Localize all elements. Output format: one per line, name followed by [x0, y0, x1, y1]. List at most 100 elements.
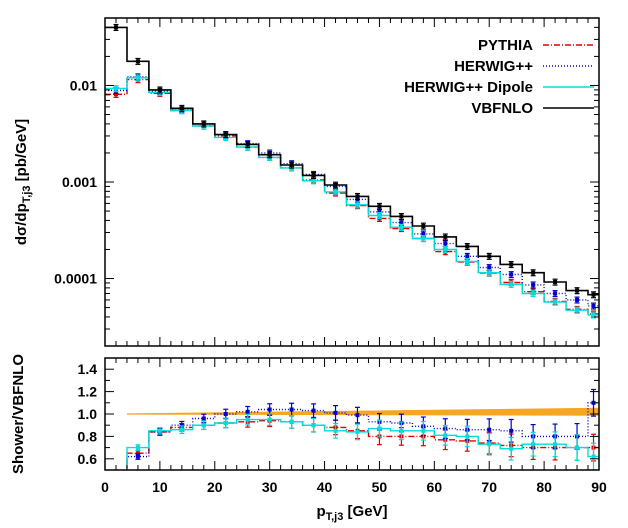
- main-point-vbfnlo: [442, 233, 448, 241]
- main-point-vbfnlo: [333, 181, 339, 189]
- main-y-axis-label-main: dσ/dp: [13, 203, 30, 245]
- main-point-vbfnlo: [201, 120, 207, 128]
- main-y-axis-label-subscript: T,j3: [21, 186, 33, 204]
- ratio-y-tick-label: 0.6: [78, 451, 98, 467]
- x-tick-label: 10: [152, 479, 168, 495]
- ratio-point-herwig-dipole: [157, 426, 163, 435]
- ratio-point-herwig: [591, 388, 597, 417]
- main-y-axis-label-unit: [pb/GeV]: [13, 119, 30, 186]
- main-point-vbfnlo: [486, 252, 492, 260]
- x-tick-label: 70: [481, 479, 497, 495]
- ratio-point-pythia: [113, 473, 118, 477]
- ratio-point-herwig-dipole: [486, 432, 492, 456]
- ratio-uncertainty-band: [126, 407, 599, 416]
- ratio-band-shape: [126, 407, 599, 416]
- main-point-herwig-dipole: [376, 212, 382, 220]
- ratio-point-herwig-dipole: [113, 473, 118, 477]
- main-point-herwig-dipole: [486, 269, 492, 277]
- main-point-herwig: [552, 290, 558, 298]
- ratio-point-herwig-dipole: [376, 419, 382, 438]
- legend-label-herwig-dipole: HERWIG++ Dipole: [404, 79, 533, 96]
- ratio-point-herwig-dipole: [311, 417, 317, 433]
- x-tick-label: 20: [207, 479, 223, 495]
- ratio-y-tick-label: 1.4: [78, 361, 98, 377]
- main-point-vbfnlo: [135, 57, 141, 65]
- ratio-point-herwig: [333, 405, 339, 421]
- main-point-herwig-dipole: [464, 258, 470, 266]
- legend-label-herwig: HERWIG++: [454, 58, 533, 75]
- legend-label-vbfnlo: VBFNLO: [471, 100, 533, 117]
- main-point-vbfnlo: [508, 260, 514, 269]
- ratio-y-tick-label: 0.8: [78, 428, 98, 444]
- ratio-point-herwig-dipole: [267, 413, 273, 426]
- legend: PYTHIA HERWIG++ HERWIG++ Dipole VBFNLO: [404, 37, 594, 117]
- main-point-vbfnlo: [354, 192, 360, 201]
- ratio-point-herwig-dipole: [552, 431, 558, 458]
- main-point-vbfnlo: [591, 291, 597, 299]
- main-point-herwig-dipole: [574, 306, 580, 314]
- main-point-herwig-dipole: [591, 311, 597, 319]
- x-tick-label: 80: [536, 479, 552, 495]
- x-tick-label: 40: [317, 479, 333, 495]
- ratio-series-herwig-dipole: [126, 418, 599, 470]
- x-tick-label: 30: [262, 479, 278, 495]
- ratio-point-herwig-dipole: [333, 422, 339, 439]
- main-point-herwig-dipole: [113, 85, 119, 93]
- ratio-point-herwig-dipole: [201, 420, 207, 431]
- main-point-vbfnlo: [376, 202, 382, 210]
- main-point-herwig-dipole: [530, 290, 536, 298]
- main-point-herwig-dipole: [442, 246, 448, 254]
- ratio-point-herwig-dipole: [245, 413, 251, 426]
- main-point-vbfnlo: [552, 278, 558, 286]
- x-axis-label-subscript: T,j3: [326, 511, 344, 523]
- ratio-point-herwig-dipole: [135, 444, 141, 451]
- main-point-herwig-dipole: [508, 280, 514, 289]
- main-plot-background: [105, 18, 599, 346]
- main-y-tick-label: 0.001: [62, 174, 97, 190]
- ratio-y-tick-label: 1.2: [78, 384, 98, 400]
- legend-label-pythia: PYTHIA: [478, 37, 533, 54]
- main-point-vbfnlo: [223, 131, 229, 139]
- ratio-point-herwig-dipole: [508, 436, 514, 461]
- main-point-herwig-dipole: [398, 223, 404, 231]
- ratio-point-herwig: [311, 403, 317, 419]
- ratio-y-tick-label: 1.0: [78, 406, 98, 422]
- ratio-point-herwig-dipole: [442, 424, 448, 446]
- ratio-point-herwig-dipole: [223, 417, 229, 429]
- ratio-point-herwig-dipole: [420, 420, 426, 441]
- main-point-vbfnlo: [311, 171, 317, 180]
- main-point-vbfnlo: [157, 86, 163, 94]
- main-point-herwig-dipole: [552, 298, 558, 306]
- ratio-point-herwig-dipole: [289, 414, 295, 429]
- main-point-vbfnlo: [464, 243, 470, 251]
- main-y-axis-label: dσ/dpT,j3 [pb/GeV]: [13, 119, 33, 245]
- main-point-herwig-dipole: [354, 201, 360, 209]
- main-point-vbfnlo: [289, 161, 295, 169]
- main-point-vbfnlo: [113, 23, 119, 31]
- x-tick-label: 0: [101, 479, 109, 495]
- main-point-vbfnlo: [398, 212, 404, 221]
- ratio-point-herwig-dipole: [530, 431, 536, 457]
- ratio-y-axis-label: Shower/VBFNLO: [10, 354, 27, 474]
- ratio-series-herwig: [126, 402, 599, 470]
- ratio-point-herwig: [135, 453, 141, 460]
- ratio-point-herwig-dipole: [354, 423, 360, 441]
- x-axis-label: pT,j3 [GeV]: [316, 503, 387, 523]
- main-point-vbfnlo: [245, 140, 251, 149]
- main-point-vbfnlo: [420, 222, 426, 230]
- ratio-point-herwig-dipole: [464, 425, 470, 448]
- x-tick-label: 50: [372, 479, 388, 495]
- x-axis-label-unit: [GeV]: [343, 503, 387, 520]
- ratio-series-layer: [113, 388, 599, 477]
- ratio-point-herwig-dipole: [574, 434, 580, 462]
- x-tick-label: 90: [591, 479, 607, 495]
- x-tick-label: 60: [427, 479, 443, 495]
- main-point-vbfnlo: [179, 104, 185, 112]
- ratio-point-herwig: [113, 473, 118, 477]
- main-point-vbfnlo: [574, 287, 580, 295]
- main-point-vbfnlo: [267, 151, 273, 159]
- main-point-herwig: [508, 271, 514, 279]
- x-axis-label-main: p: [316, 503, 325, 520]
- main-point-herwig-dipole: [333, 188, 339, 196]
